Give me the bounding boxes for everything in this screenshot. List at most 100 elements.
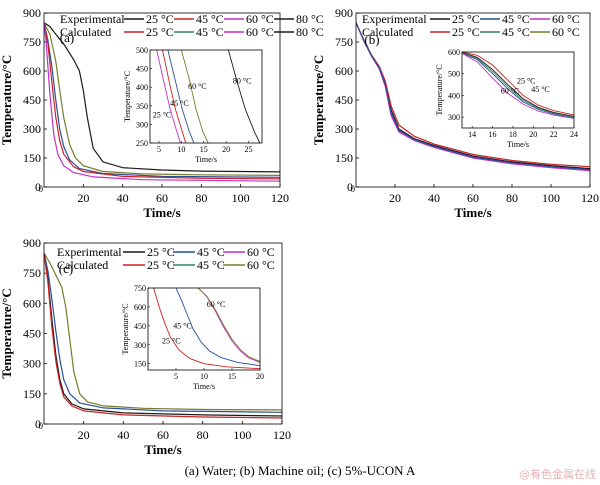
clip-a-series-line-1 [44, 22, 280, 176]
x-tick-label: 120 [581, 191, 599, 205]
legend-entry-label: 45 °C [196, 12, 224, 26]
y-tick-label: 300 [23, 122, 41, 136]
clip-c-series-line-0 [44, 252, 282, 411]
legend: Experimental 25 °C 45 °C 60 °C 80 °C Calculat… [60, 12, 324, 39]
iclip-c-series-line-3 [198, 288, 260, 362]
clip-b-series-line-3 [356, 22, 590, 171]
inset-x-tick-label: 5 [157, 145, 161, 154]
legend-entry-label: 45 °C [196, 25, 224, 39]
x-tick-label: 60 [467, 191, 479, 205]
inset-frame-c [147, 287, 261, 371]
inset-y-tick-label: 350 [136, 102, 148, 111]
legend: Experimental 25 °C 45 °C 60 °C Calculated 25 … [57, 245, 275, 272]
panel-label: (a) [60, 30, 74, 45]
clip-a-series-line-0 [44, 22, 280, 173]
inset-y-tick-label: 400 [448, 91, 460, 100]
y-tick-label: 900 [335, 6, 353, 20]
iclip-c-series-line-0 [153, 288, 260, 370]
inset-annotation: 45 °C [170, 99, 189, 108]
legend-row-label: Experimental [362, 12, 427, 26]
x-tick-label: 60 [156, 191, 168, 205]
x-tick-label: 20 [77, 191, 89, 205]
y-tick-label: 750 [23, 35, 41, 49]
legend-entry-label: 80 °C [296, 25, 324, 39]
inset-y-tick-label: 450 [134, 322, 146, 331]
iclip-a-series-line-2 [167, 50, 195, 143]
x-tick-label: 40 [428, 191, 440, 205]
y-tick-label: 0 [347, 180, 353, 194]
y-tick-label: 300 [23, 357, 41, 371]
legend-entry-label: 60 °C [247, 258, 275, 272]
x-tick-label: 120 [271, 191, 289, 205]
inset-y-tick-label: 300 [448, 113, 460, 122]
x-origin-label: 0 [39, 421, 44, 431]
clip-a-series-line-2 [44, 22, 280, 178]
iclip-c-series-line-1 [175, 288, 260, 367]
x-tick-label: 60 [157, 428, 169, 442]
inset-x-tick-label: 15 [200, 145, 208, 154]
legend-entry-label: 25 °C [146, 25, 174, 39]
inset-chart-c: 150 300 450 600 750 5 10 15 20 Time/s Temperature/… [121, 284, 264, 391]
inset-x-tick-label: 25 [245, 145, 253, 154]
x-tick-label: 100 [542, 191, 560, 205]
iclip-a-series-line-1 [162, 50, 187, 143]
legend-entry-label: 25 °C [452, 25, 480, 39]
legend-entry-label: 45 °C [502, 25, 530, 39]
iclip-b-series-line-0 [462, 52, 574, 116]
legend-row-label: Experimental [57, 245, 122, 259]
legend-entry-label: 60 °C [247, 245, 275, 259]
inset-annotation: 60 °C [207, 300, 226, 309]
y-axis-label: Temperature/°C [0, 288, 14, 378]
inset-y-tick-label: 300 [136, 120, 148, 129]
panel-label: (c) [59, 261, 73, 276]
inset-x-axis-label: Time/s [195, 155, 217, 164]
iclip-a-series-line-4 [227, 50, 261, 143]
inset-y-tick-label: 250 [136, 139, 148, 148]
y-tick-label: 900 [23, 236, 41, 250]
inset-y-tick-label: 600 [134, 303, 146, 312]
y-tick-label: 600 [335, 64, 353, 78]
clip-c-series-line-1 [44, 252, 282, 413]
x-tick-label: 20 [389, 191, 401, 205]
x-axis-label: Time/s [454, 205, 491, 220]
y-tick-label: 600 [23, 296, 41, 310]
y-tick-label: 750 [335, 35, 353, 49]
y-axis-label: Temperature/°C [311, 55, 326, 145]
x-origin-label: 0 [39, 184, 44, 194]
inset-x-tick-label: 24 [570, 130, 578, 139]
legend-entry-label: 25 °C [147, 258, 175, 272]
x-tick-label: 120 [273, 428, 291, 442]
inset-y-tick-label: 750 [134, 284, 146, 293]
legend-entry-label: 25 °C [146, 12, 174, 26]
x-axis-label: Time/s [143, 205, 180, 220]
inset-y-tick-label: 150 [134, 360, 146, 369]
inset-x-tick-label: 20 [256, 372, 264, 381]
y-tick-label: 150 [23, 387, 41, 401]
iclip-a-series-line-0 [156, 50, 181, 143]
legend-entry-label: 25 °C [452, 12, 480, 26]
legend-entry-label: 60 °C [552, 25, 580, 39]
inset-annotation: 25 °C [517, 76, 536, 85]
inset-y-axis-label: Temperature/°C [435, 64, 444, 115]
inset-x-tick-label: 15 [228, 372, 236, 381]
inset-y-tick-label: 600 [448, 48, 460, 57]
x-tick-label: 80 [197, 428, 209, 442]
x-tick-label: 40 [117, 191, 129, 205]
legend-entry-label: 45 °C [197, 258, 225, 272]
inset-x-tick-label: 22 [550, 130, 558, 139]
x-tick-label: 20 [78, 428, 90, 442]
inset-x-tick-label: 16 [489, 130, 497, 139]
inset-x-tick-label: 18 [509, 130, 517, 139]
inset-x-tick-label: 5 [174, 372, 178, 381]
inset-y-tick-label: 300 [134, 341, 146, 350]
y-tick-label: 150 [335, 151, 353, 165]
inset-x-axis-label: Time/s [507, 140, 529, 149]
clip-c-series-line-3 [44, 253, 282, 419]
inset-y-axis-label: Temperature/°C [123, 71, 132, 122]
inset-annotation: 60 °C [188, 82, 207, 91]
legend-row-label: Experimental [60, 12, 125, 26]
x-tick-label: 100 [233, 428, 251, 442]
